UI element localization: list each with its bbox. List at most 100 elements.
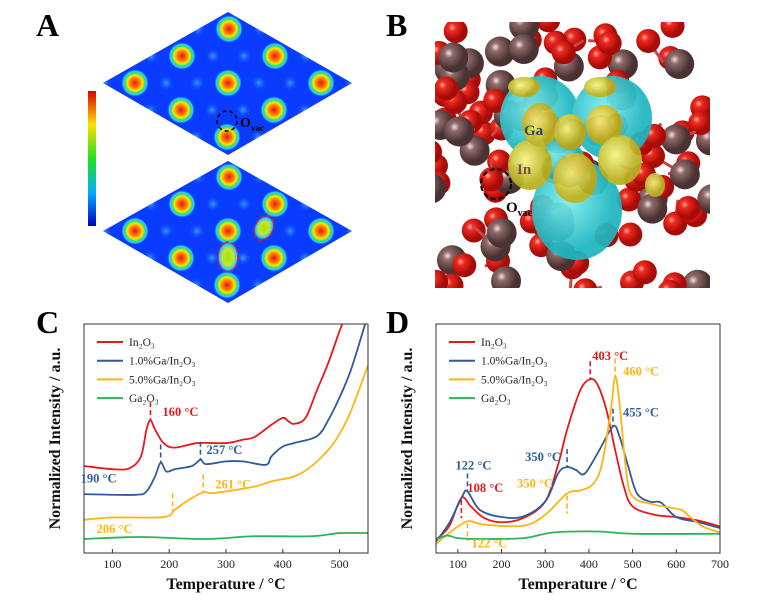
- density-blob: [168, 190, 196, 218]
- density-blob: [329, 48, 345, 64]
- density-blob: [204, 102, 220, 118]
- density-blob: [213, 271, 241, 299]
- density-blob: [143, 48, 159, 64]
- density-blob: [252, 21, 268, 37]
- o-atom: [424, 270, 448, 294]
- plot-frame: [436, 324, 720, 553]
- legend-label: 1.0%Ga/In₂O₃: [481, 356, 547, 368]
- peak-label: 108 °C: [467, 481, 503, 495]
- peak-label: 350 °C: [517, 476, 553, 490]
- density-blob: [169, 0, 197, 16]
- legend-label: Ga₂O₃: [129, 393, 159, 405]
- density-blob: [66, 21, 82, 37]
- o-atom: [573, 278, 597, 302]
- x-tick-label: 200: [160, 557, 178, 571]
- density-blob: [327, 156, 343, 172]
- density-blob: [205, 48, 221, 64]
- ga-label: Ga: [524, 123, 544, 139]
- density-blob: [30, 109, 58, 137]
- density-blob: [374, 277, 390, 293]
- x-axis-label: Temperature / °C: [518, 576, 637, 593]
- density-blob: [329, 196, 345, 212]
- density-blob: [282, 75, 298, 91]
- density-blob: [188, 277, 204, 293]
- density-blob: [190, 169, 206, 185]
- density-blob: [156, 331, 172, 347]
- x-tick-label: 400: [274, 557, 292, 571]
- density-blob: [97, 169, 113, 185]
- legend-label: Ga₂O₃: [481, 393, 511, 405]
- density-blob: [166, 298, 194, 326]
- density-blob: [122, 15, 150, 43]
- in-atom: [438, 43, 468, 73]
- peak-label: 403 °C: [592, 349, 628, 363]
- density-blob: [158, 75, 174, 91]
- density-blob: [251, 75, 267, 91]
- density-blob: [298, 196, 314, 212]
- o-atom: [633, 260, 657, 284]
- density-blob: [343, 129, 359, 145]
- x-tick-label: 600: [667, 557, 685, 571]
- peak-label: 122 °C: [455, 458, 491, 472]
- density-blob: [299, 0, 315, 10]
- density-blob: [283, 21, 299, 37]
- panel-label-a: A: [36, 7, 59, 43]
- density-blob: [166, 150, 194, 178]
- density-blob: [352, 150, 380, 178]
- density-blob: [122, 163, 150, 191]
- peak-label: 350 °C: [525, 450, 561, 464]
- peak-label: 257 °C: [206, 443, 242, 457]
- density-blob: [215, 15, 243, 43]
- density-blob: [203, 304, 219, 320]
- density-blob: [112, 196, 128, 212]
- x-tick-label: 400: [580, 557, 598, 571]
- density-blob: [261, 190, 289, 218]
- density-blob: [159, 21, 175, 37]
- density-blob: [98, 115, 114, 131]
- o-atom: [462, 219, 486, 243]
- y-axis-label: Normalized Intensity / a.u.: [399, 348, 416, 530]
- peak-label: 460 °C: [623, 365, 659, 379]
- density-blob: [66, 169, 82, 185]
- in-atom: [509, 34, 539, 64]
- density-blob: [373, 183, 389, 199]
- panel-label-c: C: [36, 304, 59, 340]
- density-blob: [260, 244, 288, 272]
- peak-label: 455 °C: [623, 406, 659, 420]
- density-blob: [212, 325, 240, 353]
- x-axis-label: Temperature / °C: [166, 576, 285, 593]
- o-atom: [452, 253, 476, 277]
- in-atom: [487, 218, 517, 248]
- density-blob: [111, 250, 127, 266]
- y-axis-label: Normalized Intensity / a.u.: [47, 348, 64, 530]
- density-blob: [142, 250, 158, 266]
- o-atom: [434, 77, 458, 101]
- bond: [695, 285, 698, 308]
- density-blob: [296, 304, 312, 320]
- legend-label: 5.0%Ga/In₂O₃: [481, 374, 547, 386]
- density-blob: [308, 15, 336, 43]
- in-atom: [416, 173, 446, 203]
- density-blob: [214, 217, 242, 245]
- colorbar: [88, 91, 96, 226]
- peak-label: 160 °C: [162, 405, 198, 419]
- density-blob: [141, 156, 157, 172]
- plot-frame: [84, 324, 368, 553]
- panel-label-d: D: [386, 304, 409, 340]
- density-blob: [344, 75, 360, 91]
- peak-label: 122 °C: [471, 536, 507, 550]
- density-blob: [214, 69, 242, 97]
- in-atom: [637, 194, 667, 224]
- density-blob: [123, 109, 151, 137]
- o-atom: [418, 140, 442, 164]
- in-atom: [491, 266, 521, 296]
- density-blob: [144, 142, 160, 158]
- density-blob: [121, 69, 149, 97]
- density-blob: [281, 277, 297, 293]
- density-blob: [111, 102, 127, 118]
- density-blob: [328, 102, 344, 118]
- peak-label: 190 °C: [81, 472, 117, 486]
- density-blob: [249, 331, 265, 347]
- density-blob: [261, 42, 289, 70]
